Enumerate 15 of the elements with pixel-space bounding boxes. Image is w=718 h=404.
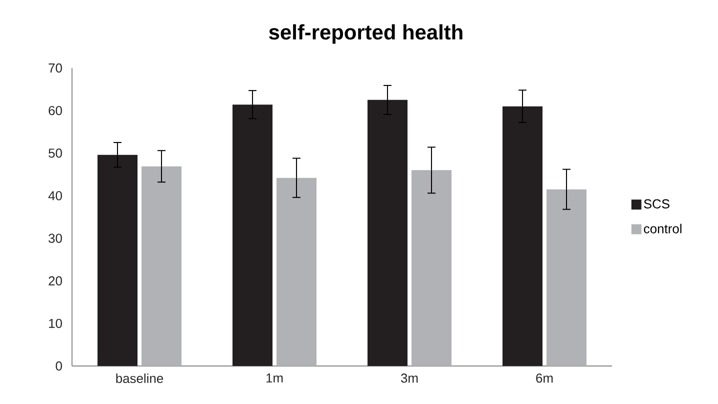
y-tick-label: 40 — [48, 191, 62, 200]
y-tick-label: 60 — [48, 106, 62, 116]
x-tick-label: 3m — [401, 374, 418, 383]
y-tick-label: 70 — [48, 63, 62, 73]
x-tick-label: 6m — [536, 374, 553, 383]
y-tick-label: 10 — [49, 318, 62, 328]
legend-label: SCS — [644, 199, 670, 208]
y-tick-label: 20 — [48, 276, 62, 286]
y-tick-label: 0 — [56, 361, 62, 371]
y-tick-label: 30 — [48, 234, 62, 243]
y-tick-label: 50 — [48, 148, 62, 158]
x-tick-label: baseline — [116, 374, 164, 384]
legend-label: control — [644, 224, 682, 234]
chart-title: self-reported health — [269, 24, 462, 44]
x-tick-label: 1m — [266, 374, 283, 382]
